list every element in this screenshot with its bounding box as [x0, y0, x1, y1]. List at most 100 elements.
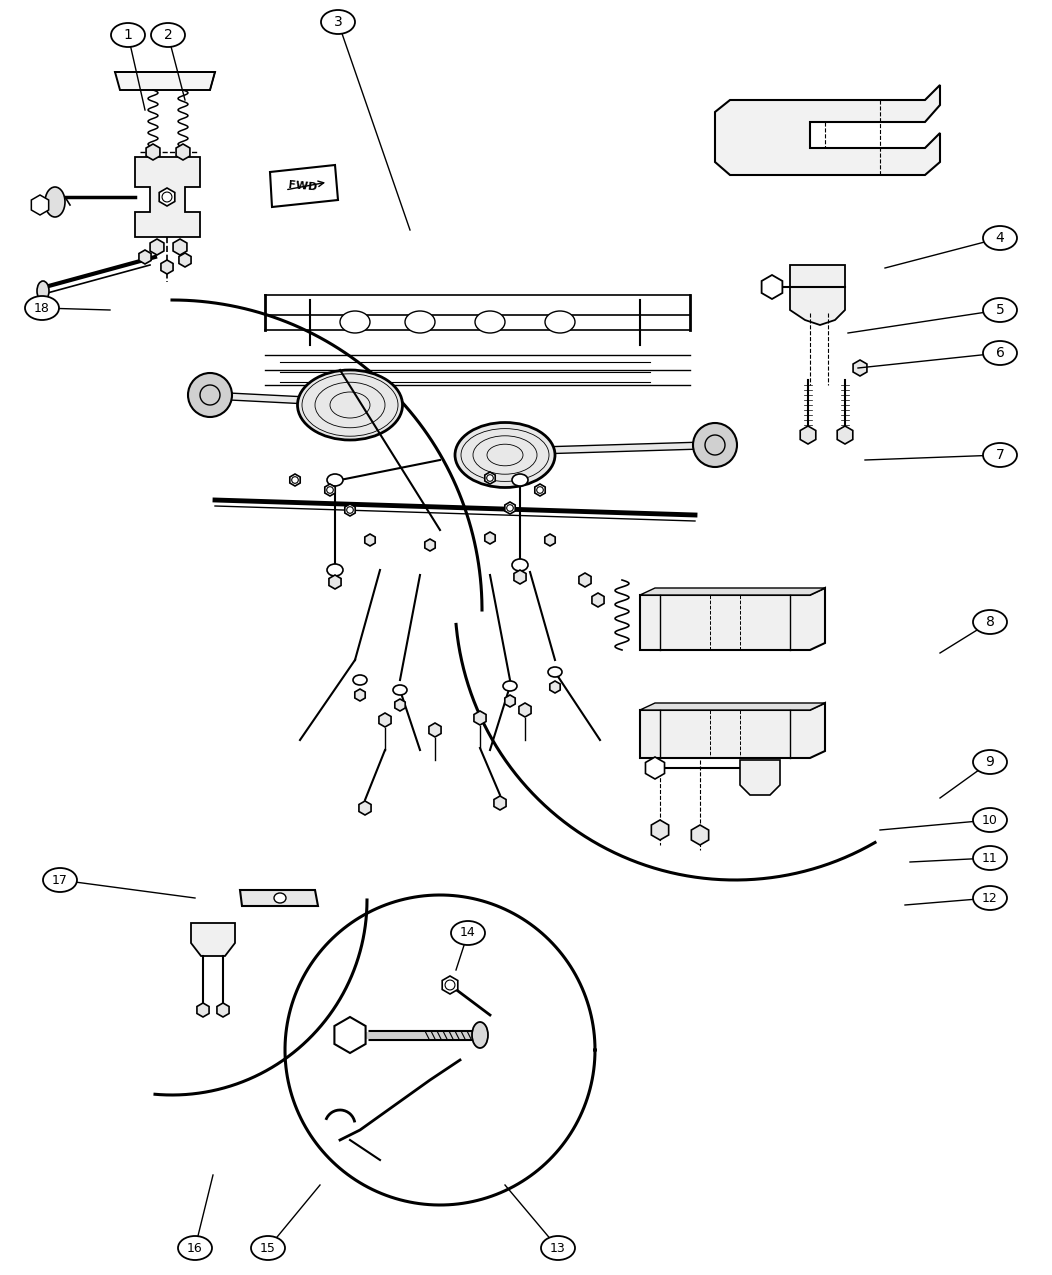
- Circle shape: [693, 423, 737, 467]
- Ellipse shape: [472, 1023, 488, 1048]
- Polygon shape: [505, 502, 515, 514]
- Ellipse shape: [545, 311, 575, 333]
- Polygon shape: [646, 757, 665, 779]
- Polygon shape: [161, 260, 174, 274]
- Polygon shape: [651, 820, 669, 840]
- Text: 1: 1: [123, 28, 133, 42]
- Ellipse shape: [43, 868, 77, 892]
- Polygon shape: [146, 144, 160, 159]
- Polygon shape: [837, 426, 853, 444]
- Polygon shape: [32, 195, 48, 215]
- Polygon shape: [150, 238, 164, 255]
- Polygon shape: [519, 703, 531, 717]
- Ellipse shape: [178, 1235, 213, 1260]
- Ellipse shape: [983, 340, 1017, 365]
- Ellipse shape: [45, 187, 65, 217]
- Polygon shape: [485, 472, 495, 484]
- Polygon shape: [640, 703, 825, 710]
- Text: 4: 4: [995, 231, 1005, 245]
- Polygon shape: [425, 539, 436, 551]
- Text: 5: 5: [995, 303, 1005, 317]
- Text: FWD: FWD: [288, 180, 318, 193]
- Text: 8: 8: [986, 615, 994, 629]
- Polygon shape: [801, 426, 815, 444]
- Text: 7: 7: [995, 448, 1005, 462]
- Ellipse shape: [973, 609, 1007, 634]
- Circle shape: [347, 506, 353, 514]
- Ellipse shape: [25, 296, 59, 320]
- Text: 3: 3: [333, 15, 342, 29]
- Polygon shape: [762, 275, 783, 300]
- Ellipse shape: [112, 23, 145, 47]
- Text: 15: 15: [260, 1242, 276, 1255]
- Ellipse shape: [251, 1235, 285, 1260]
- Circle shape: [327, 487, 333, 493]
- Polygon shape: [429, 723, 441, 737]
- Ellipse shape: [973, 808, 1007, 833]
- Ellipse shape: [973, 847, 1007, 870]
- Polygon shape: [325, 484, 336, 496]
- Polygon shape: [740, 760, 780, 796]
- Polygon shape: [365, 534, 376, 546]
- Ellipse shape: [327, 564, 343, 576]
- Text: 14: 14: [460, 927, 476, 940]
- Polygon shape: [359, 801, 371, 815]
- Ellipse shape: [983, 442, 1017, 467]
- Polygon shape: [394, 699, 405, 711]
- Text: 2: 2: [164, 28, 173, 42]
- Ellipse shape: [548, 667, 562, 677]
- Ellipse shape: [340, 311, 370, 333]
- Ellipse shape: [353, 674, 367, 685]
- Polygon shape: [514, 570, 526, 584]
- Polygon shape: [442, 975, 458, 994]
- Ellipse shape: [476, 311, 505, 333]
- Polygon shape: [355, 688, 365, 701]
- Polygon shape: [191, 923, 235, 956]
- Ellipse shape: [321, 10, 355, 34]
- Polygon shape: [345, 504, 356, 516]
- Polygon shape: [485, 532, 495, 544]
- Circle shape: [445, 980, 454, 989]
- Ellipse shape: [983, 298, 1017, 323]
- Text: 17: 17: [52, 873, 68, 886]
- Polygon shape: [550, 681, 561, 694]
- Ellipse shape: [151, 23, 185, 47]
- Polygon shape: [217, 1003, 229, 1017]
- Polygon shape: [115, 71, 215, 91]
- Polygon shape: [579, 572, 591, 586]
- Polygon shape: [179, 252, 191, 266]
- Polygon shape: [176, 144, 190, 159]
- Polygon shape: [335, 1017, 366, 1053]
- Ellipse shape: [274, 892, 286, 903]
- Polygon shape: [691, 825, 709, 845]
- Circle shape: [162, 193, 171, 201]
- Polygon shape: [592, 593, 604, 607]
- Circle shape: [487, 474, 493, 481]
- Polygon shape: [474, 711, 486, 725]
- Ellipse shape: [512, 474, 528, 486]
- Text: 18: 18: [34, 301, 49, 315]
- Polygon shape: [494, 796, 506, 810]
- Ellipse shape: [983, 226, 1017, 250]
- Text: 16: 16: [187, 1242, 203, 1255]
- Polygon shape: [505, 695, 515, 708]
- Ellipse shape: [541, 1235, 575, 1260]
- Circle shape: [291, 477, 299, 483]
- Ellipse shape: [973, 886, 1007, 910]
- Polygon shape: [534, 484, 545, 496]
- Polygon shape: [790, 265, 845, 325]
- Polygon shape: [545, 534, 555, 546]
- Polygon shape: [853, 360, 867, 376]
- Polygon shape: [139, 250, 151, 264]
- Text: 12: 12: [983, 891, 998, 904]
- Polygon shape: [640, 588, 825, 650]
- Polygon shape: [174, 238, 187, 255]
- Polygon shape: [159, 187, 175, 207]
- Text: 13: 13: [550, 1242, 566, 1255]
- Circle shape: [507, 505, 513, 511]
- Ellipse shape: [973, 750, 1007, 774]
- Polygon shape: [197, 1003, 209, 1017]
- Polygon shape: [329, 575, 341, 589]
- Polygon shape: [379, 713, 391, 727]
- Text: 11: 11: [983, 852, 998, 864]
